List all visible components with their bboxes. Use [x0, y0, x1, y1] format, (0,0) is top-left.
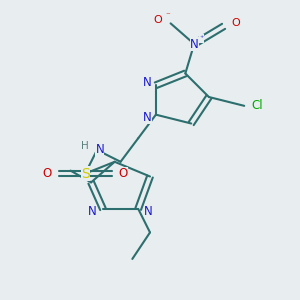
Text: ⁻: ⁻ — [165, 11, 170, 20]
Text: ⁺: ⁺ — [200, 34, 204, 43]
Text: H: H — [81, 141, 89, 151]
Text: O: O — [153, 15, 162, 26]
Text: N: N — [96, 143, 104, 157]
Text: O: O — [231, 18, 240, 28]
Text: S: S — [81, 167, 90, 181]
Text: O: O — [119, 167, 128, 180]
Text: N: N — [144, 205, 153, 218]
Text: Cl: Cl — [252, 99, 263, 112]
Text: N: N — [143, 111, 152, 124]
Text: O: O — [42, 167, 52, 180]
Text: N: N — [143, 76, 152, 89]
Text: N: N — [190, 38, 199, 50]
Text: N: N — [88, 205, 97, 218]
